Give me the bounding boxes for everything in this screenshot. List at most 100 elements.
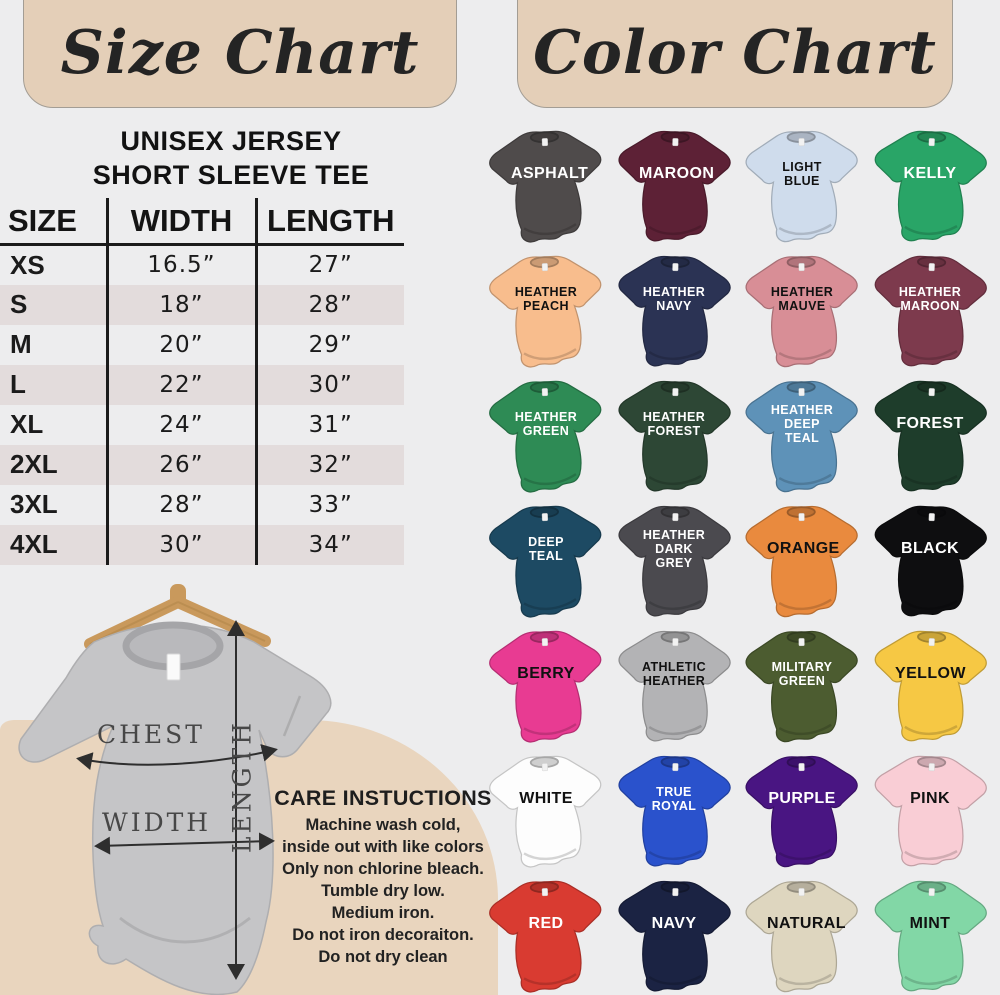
- neck-tag: [798, 263, 805, 272]
- care-instruction-line: Do not dry clean: [318, 947, 448, 966]
- tshirt-icon: [618, 630, 731, 742]
- size-table-header-row: SIZE WIDTH LENGTH: [0, 198, 404, 246]
- color-swatch-shirt: HEATHER DEEP TEAL: [738, 371, 866, 496]
- color-swatch-shirt: KELLY: [866, 121, 994, 246]
- color-swatch-shirt: WHITE: [482, 746, 610, 871]
- tshirt-icon: [745, 630, 858, 743]
- tshirt-icon: [745, 505, 858, 618]
- neck-tag: [672, 638, 679, 647]
- color-swatch-shirt: NAVY: [610, 871, 738, 995]
- care-instruction-line: Only non chlorine bleach.: [282, 859, 484, 878]
- table-cell: 2XL: [10, 449, 58, 479]
- tshirt-icon: [618, 255, 731, 367]
- color-swatch-shirt: MINT: [866, 871, 994, 995]
- care-instruction-line: inside out with like colors: [282, 837, 484, 856]
- tshirt-icon: [745, 380, 858, 493]
- color-swatch-shirt: HEATHER NAVY: [610, 246, 738, 371]
- shirt-color-label: MILITARY GREEN: [771, 659, 833, 688]
- color-swatch-shirt: BLACK: [866, 496, 994, 621]
- table-cell: 3XL: [10, 489, 58, 519]
- shirt-color-label: HEATHER MAUVE: [770, 284, 834, 313]
- tshirt-icon: [874, 255, 987, 367]
- color-swatch-shirt: PINK: [866, 746, 994, 871]
- color-swatch-shirt: YELLOW: [866, 621, 994, 746]
- care-instruction-line: Do not iron decoraiton.: [292, 925, 474, 944]
- neck-tag: [541, 888, 548, 897]
- color-swatch-shirt: PURPLE: [738, 746, 866, 871]
- table-cell: XL: [10, 409, 44, 439]
- shirt-color-label: KELLY: [903, 164, 957, 182]
- table-cell: 34”: [254, 524, 404, 565]
- table-cell: XS: [10, 249, 45, 280]
- color-swatch-shirt: HEATHER PEACH: [482, 246, 610, 371]
- color-swatch-shirt: ASPHALT: [482, 121, 610, 246]
- tshirt-icon: [874, 505, 987, 617]
- shirt-color-label: YELLOW: [895, 664, 966, 682]
- table-cell: M: [10, 329, 32, 359]
- neck-tag: [672, 263, 679, 272]
- shirt-color-label: ASPHALT: [511, 164, 589, 182]
- size-table: SIZE WIDTH LENGTH XS 16.5” 27” S 18” 28” M 20” 2…: [0, 198, 404, 565]
- size-table-body: XS 16.5” 27” S 18” 28” M 20” 29” L 22” 30” XL 24” 31” 2…: [0, 244, 404, 565]
- tshirt-icon: [618, 130, 731, 242]
- color-swatch-shirt: LIGHT BLUE: [738, 121, 866, 246]
- shirt-color-label: DEEP TEAL: [528, 534, 564, 563]
- table-row: 2XL 26” 32”: [0, 444, 404, 485]
- tshirt-icon: [618, 755, 731, 867]
- neck-tag: [798, 388, 805, 397]
- color-swatch-shirt: HEATHER FOREST: [610, 371, 738, 496]
- table-cell: 33”: [254, 484, 404, 525]
- table-row: 4XL 30” 34”: [0, 524, 404, 565]
- product-subtitle: UNISEX JERSEY SHORT SLEEVE TEE: [0, 124, 462, 192]
- table-row: L 22” 30”: [0, 364, 404, 405]
- table-cell: 31”: [254, 404, 404, 445]
- table-cell: 26”: [105, 444, 256, 485]
- color-chart-card: Color Chart: [517, 0, 953, 108]
- tshirt-icon: [745, 755, 858, 868]
- table-cell: 4XL: [10, 529, 58, 559]
- color-swatch-shirt: DEEP TEAL: [482, 496, 610, 621]
- tshirt-icon: [874, 130, 987, 242]
- table-row: XS 16.5” 27”: [0, 244, 404, 285]
- shirt-color-label: RED: [528, 914, 564, 932]
- care-instructions-body: Machine wash cold, inside out with like c…: [266, 815, 500, 969]
- table-cell: S: [10, 289, 28, 319]
- color-swatch-shirt: TRUE ROYAL: [610, 746, 738, 871]
- shirt-color-label: HEATHER PEACH: [514, 284, 578, 313]
- shirt-color-label: MAROON: [639, 164, 715, 182]
- color-swatch-shirt: HEATHER MAROON: [866, 246, 994, 371]
- table-cell: 27”: [254, 244, 404, 285]
- tshirt-measurement-illustration: [18, 584, 332, 995]
- shirt-color-label: ATHLETIC HEATHER: [641, 659, 707, 688]
- measurement-arrows: [76, 620, 278, 980]
- neck-tag: [541, 263, 548, 272]
- neck-tag: [672, 138, 679, 147]
- col-header-length: LENGTH: [254, 198, 404, 246]
- tshirt-icon: [489, 255, 602, 368]
- table-cell: 29”: [254, 324, 404, 365]
- tshirt-icon: [489, 130, 602, 243]
- table-row: 3XL 28” 33”: [0, 484, 404, 525]
- care-instruction-line: Tumble dry low.: [321, 881, 445, 900]
- neck-tag: [798, 138, 805, 147]
- table-cell: 24”: [105, 404, 256, 445]
- color-swatch-shirt: ATHLETIC HEATHER: [610, 621, 738, 746]
- size-chart-title: Size Chart: [60, 18, 420, 88]
- tshirt-icon: [618, 880, 731, 992]
- neck-tag: [928, 513, 935, 522]
- neck-tag: [541, 138, 548, 147]
- neck-tag: [928, 638, 935, 647]
- color-swatch-shirt: MILITARY GREEN: [738, 621, 866, 746]
- shirt-color-label: WHITE: [519, 789, 573, 807]
- table-row: XL 24” 31”: [0, 404, 404, 445]
- table-cell: 28”: [254, 284, 404, 325]
- shirt-color-label: ORANGE: [767, 539, 840, 557]
- col-header-size: SIZE: [0, 198, 107, 246]
- neck-tag: [672, 388, 679, 397]
- shirt-color-label: HEATHER NAVY: [642, 284, 706, 313]
- shirt-color-label: MINT: [909, 914, 951, 932]
- tshirt-icon: [874, 755, 987, 867]
- table-cell: L: [10, 369, 26, 399]
- table-cell: 16.5”: [105, 244, 256, 285]
